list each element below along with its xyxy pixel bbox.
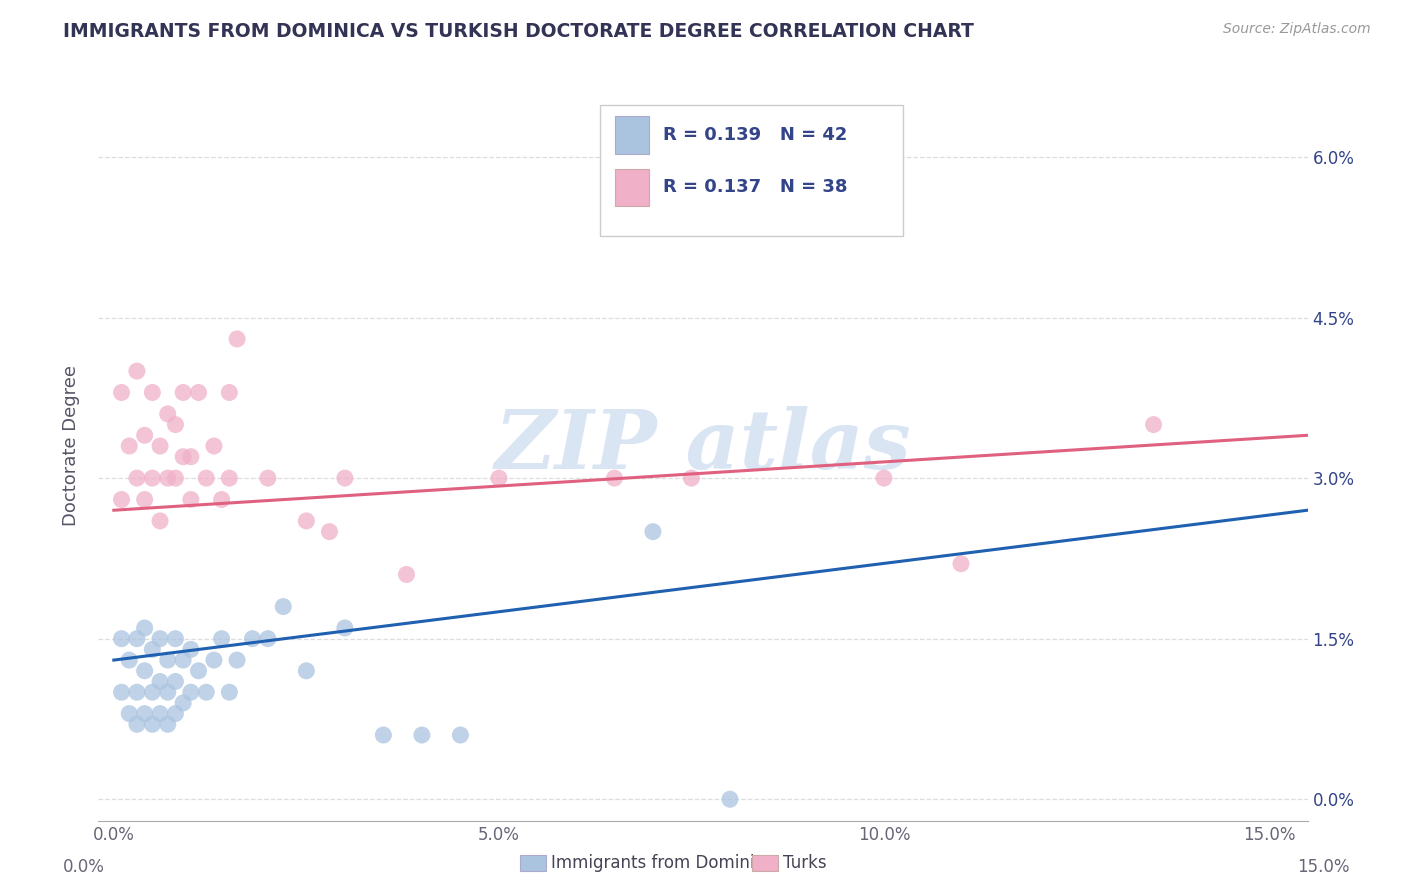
Point bbox=[172, 696, 194, 710]
Text: R = 0.137   N = 38: R = 0.137 N = 38 bbox=[664, 178, 848, 196]
Point bbox=[134, 664, 156, 678]
Point bbox=[187, 385, 209, 400]
Point bbox=[603, 471, 626, 485]
Point bbox=[165, 471, 187, 485]
Point bbox=[134, 621, 156, 635]
Point bbox=[172, 653, 194, 667]
Point bbox=[165, 706, 187, 721]
Bar bbox=[520, 855, 546, 871]
Point bbox=[718, 792, 741, 806]
Point bbox=[156, 685, 179, 699]
Point bbox=[149, 674, 172, 689]
Point bbox=[125, 717, 148, 731]
Point bbox=[125, 685, 148, 699]
Point bbox=[156, 407, 179, 421]
Point bbox=[218, 471, 240, 485]
Point bbox=[211, 492, 233, 507]
Point bbox=[218, 685, 240, 699]
Point bbox=[257, 471, 280, 485]
Bar bbox=[614, 169, 648, 206]
Point bbox=[180, 492, 202, 507]
Point bbox=[295, 514, 318, 528]
Text: R = 0.139   N = 42: R = 0.139 N = 42 bbox=[664, 126, 848, 144]
Y-axis label: Doctorate Degree: Doctorate Degree bbox=[62, 366, 80, 526]
Text: Turks: Turks bbox=[783, 855, 827, 872]
Point bbox=[257, 632, 280, 646]
Point bbox=[172, 450, 194, 464]
Point bbox=[110, 385, 132, 400]
Point bbox=[295, 664, 318, 678]
Point bbox=[271, 599, 294, 614]
Point bbox=[873, 471, 896, 485]
Point bbox=[195, 685, 218, 699]
Point bbox=[449, 728, 471, 742]
Point bbox=[141, 642, 163, 657]
Point bbox=[149, 439, 172, 453]
Text: ZIP atlas: ZIP atlas bbox=[495, 406, 911, 486]
Point bbox=[141, 717, 163, 731]
Point bbox=[110, 492, 132, 507]
Bar bbox=[752, 855, 778, 871]
Point bbox=[180, 450, 202, 464]
Text: 0.0%: 0.0% bbox=[63, 858, 105, 876]
Text: 15.0%: 15.0% bbox=[1298, 858, 1350, 876]
Point bbox=[226, 332, 249, 346]
Point bbox=[226, 653, 249, 667]
Point bbox=[641, 524, 664, 539]
Point bbox=[172, 385, 194, 400]
Point bbox=[411, 728, 433, 742]
Point bbox=[118, 653, 141, 667]
Bar bbox=[614, 116, 648, 153]
Point bbox=[318, 524, 340, 539]
Point bbox=[395, 567, 418, 582]
Point bbox=[141, 471, 163, 485]
Point bbox=[110, 685, 132, 699]
Point bbox=[156, 471, 179, 485]
Point bbox=[134, 706, 156, 721]
Text: Immigrants from Dominica: Immigrants from Dominica bbox=[551, 855, 773, 872]
Point bbox=[681, 471, 703, 485]
Point bbox=[180, 685, 202, 699]
Point bbox=[218, 385, 240, 400]
Point bbox=[125, 364, 148, 378]
Point bbox=[165, 417, 187, 432]
Point bbox=[141, 685, 163, 699]
Point bbox=[118, 706, 141, 721]
Point bbox=[211, 632, 233, 646]
Point bbox=[242, 632, 264, 646]
Text: Source: ZipAtlas.com: Source: ZipAtlas.com bbox=[1223, 22, 1371, 37]
Point bbox=[110, 632, 132, 646]
Point bbox=[202, 439, 225, 453]
Point bbox=[156, 717, 179, 731]
Point bbox=[333, 621, 356, 635]
Point bbox=[149, 514, 172, 528]
Point bbox=[149, 706, 172, 721]
Point bbox=[180, 642, 202, 657]
Point bbox=[187, 664, 209, 678]
Point bbox=[156, 653, 179, 667]
Point bbox=[125, 471, 148, 485]
Text: IMMIGRANTS FROM DOMINICA VS TURKISH DOCTORATE DEGREE CORRELATION CHART: IMMIGRANTS FROM DOMINICA VS TURKISH DOCT… bbox=[63, 22, 974, 41]
Point bbox=[1142, 417, 1164, 432]
Point bbox=[834, 150, 856, 164]
Point bbox=[488, 471, 510, 485]
Point bbox=[149, 632, 172, 646]
Point bbox=[165, 674, 187, 689]
Point bbox=[950, 557, 973, 571]
Point bbox=[333, 471, 356, 485]
Point bbox=[134, 428, 156, 442]
Point bbox=[373, 728, 395, 742]
Point bbox=[202, 653, 225, 667]
Point bbox=[165, 632, 187, 646]
Point bbox=[195, 471, 218, 485]
Point bbox=[141, 385, 163, 400]
Point bbox=[134, 492, 156, 507]
Point bbox=[118, 439, 141, 453]
Point bbox=[125, 632, 148, 646]
